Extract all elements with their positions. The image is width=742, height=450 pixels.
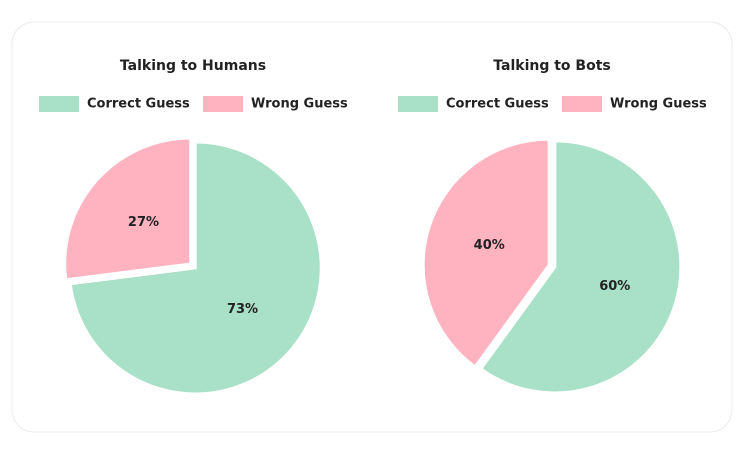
data-label: 27% [128,215,159,230]
data-label: 60% [599,279,630,294]
legend-label: Correct Guess [87,97,190,112]
data-label: 40% [474,238,505,253]
data-label: 73% [227,302,258,317]
legend-swatch [398,96,438,112]
legend-swatch [39,96,79,112]
legend-swatch [562,96,602,112]
legend-label: Wrong Guess [251,97,348,112]
pie-slice [68,140,323,396]
chart-title: Talking to Humans [120,58,266,74]
pie-slice [421,137,551,370]
pie-slice [63,136,193,282]
chart-title: Talking to Bots [493,58,610,74]
legend-label: Correct Guess [446,97,549,112]
legend-swatch [203,96,243,112]
pie-slice [478,139,683,395]
legend-label: Wrong Guess [610,97,707,112]
